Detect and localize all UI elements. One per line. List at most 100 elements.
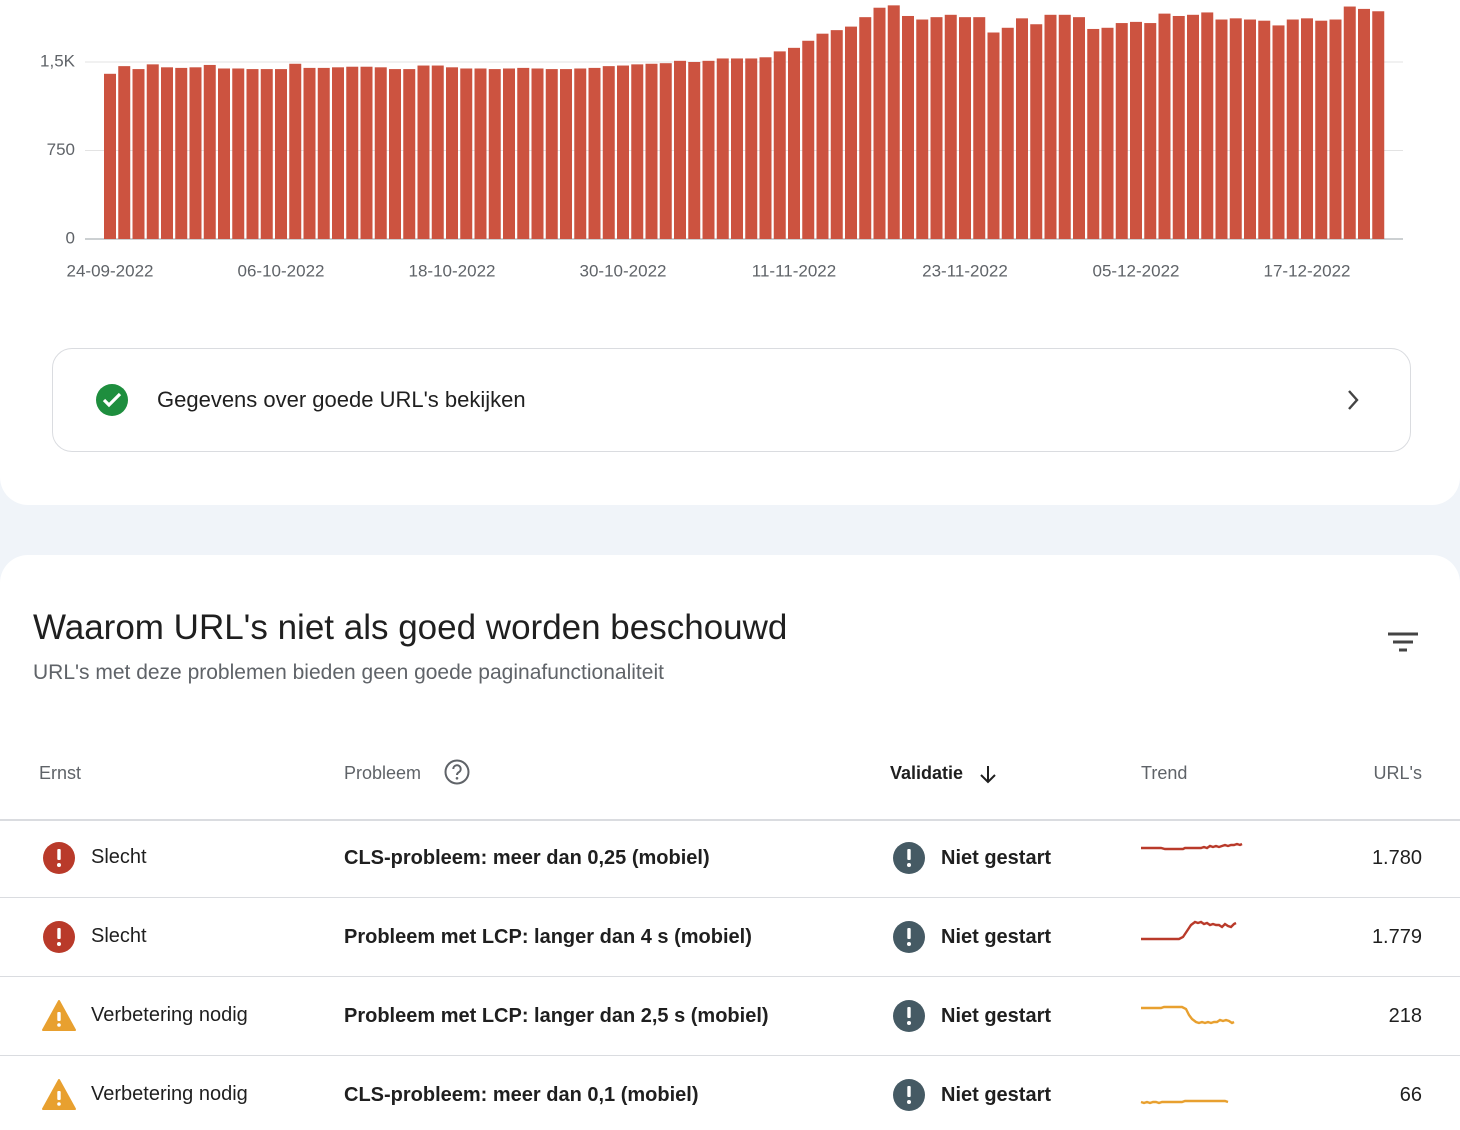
bar	[431, 65, 444, 239]
bar	[1301, 18, 1313, 240]
issue[interactable]: CLS-probleem: meer dan 0,1 (mobiel)	[344, 1084, 699, 1106]
chart: 0 750 1,5K 24-09-2022 06-10-2022 18-10-2022 30…	[40, 5, 1403, 280]
bar	[218, 68, 230, 240]
issue[interactable]: Probleem met LCP: langer dan 4 s (mobiel…	[344, 926, 752, 948]
bar	[161, 67, 173, 239]
column-header: URL's	[1373, 763, 1422, 783]
bar	[1044, 14, 1057, 239]
bar	[1329, 19, 1342, 239]
chevron	[1348, 390, 1359, 410]
bar	[360, 66, 373, 239]
bar	[1001, 27, 1014, 240]
x-tick-label: 17-12-2022	[1264, 261, 1351, 280]
bar	[987, 32, 1000, 239]
bar	[816, 33, 829, 240]
validation-icon	[893, 1079, 925, 1111]
bar	[246, 69, 259, 239]
url-count: 66	[1399, 1084, 1422, 1106]
severity: Slecht	[91, 925, 147, 947]
bar	[417, 65, 430, 239]
bar	[1115, 23, 1128, 240]
bar	[503, 68, 515, 240]
bar	[303, 67, 316, 240]
x-tick-label: 23-11-2022	[922, 261, 1008, 280]
bar	[1215, 19, 1228, 239]
bar	[560, 69, 572, 239]
x-tick-label: 18-10-2022	[409, 261, 496, 280]
bar	[189, 67, 202, 239]
bar	[1201, 12, 1214, 239]
bar	[488, 69, 501, 239]
link-text: Gegevens over goede URL's bekijken	[157, 387, 526, 412]
bar	[688, 62, 701, 239]
bar	[887, 5, 900, 239]
bar	[1158, 13, 1171, 240]
x-tick-label: 06-10-2022	[238, 261, 325, 280]
url-count: 1.779	[1371, 926, 1422, 948]
issue[interactable]: Probleem met LCP: langer dan 2,5 s (mobi…	[344, 1005, 769, 1027]
bar	[830, 30, 843, 239]
x-tick-label: 11-11-2022	[752, 261, 836, 280]
bar	[973, 17, 986, 239]
bar	[346, 66, 359, 239]
bar	[617, 65, 629, 239]
bar	[930, 17, 943, 239]
bar	[902, 15, 914, 240]
bar	[588, 67, 601, 240]
y-tick-label: 1,5K	[40, 51, 76, 70]
bar	[702, 60, 715, 239]
bar	[574, 68, 587, 240]
bar	[659, 63, 672, 240]
bar	[118, 66, 131, 239]
column-header[interactable]: Validatie	[890, 763, 964, 783]
good-urls-link[interactable]: Gegevens over goede URL's bekijken	[52, 348, 1411, 452]
bar	[1258, 20, 1271, 240]
bar	[1130, 21, 1142, 239]
filter-icon[interactable]	[1386, 630, 1420, 656]
bar	[1343, 6, 1356, 240]
column-header: Probleem	[344, 763, 422, 783]
bar	[275, 69, 287, 239]
bar	[759, 57, 772, 239]
bar	[132, 69, 145, 239]
bar	[403, 69, 416, 239]
severity-icon	[42, 1000, 76, 1031]
bar	[1229, 18, 1242, 240]
bar	[289, 63, 302, 239]
bar	[1073, 17, 1085, 239]
bar	[745, 58, 758, 240]
check-icon	[96, 384, 128, 416]
chart-card: 0 750 1,5K 24-09-2022 06-10-2022 18-10-2022 30…	[0, 0, 1460, 505]
bar	[716, 58, 729, 240]
bar	[1315, 20, 1328, 240]
row-divider	[0, 897, 1460, 898]
bar	[1058, 14, 1071, 239]
bar	[460, 68, 473, 240]
section-title: Waarom URL's niet als goed worden bescho…	[33, 608, 788, 647]
validation: Niet gestart	[941, 926, 1052, 948]
section-subtitle: URL's met deze problemen bieden geen goe…	[33, 661, 664, 684]
bar	[203, 64, 216, 239]
bar	[1016, 18, 1028, 240]
bar	[446, 67, 458, 239]
bar	[317, 67, 330, 240]
bar	[1244, 19, 1256, 239]
x-tick-label: 24-09-2022	[67, 261, 154, 280]
bar	[959, 17, 971, 239]
severity: Verbetering nodig	[91, 1083, 248, 1105]
severity-icon	[43, 842, 75, 874]
url-count: 1.780	[1371, 847, 1422, 869]
issue[interactable]: CLS-probleem: meer dan 0,25 (mobiel)	[344, 847, 710, 869]
bar	[332, 67, 344, 239]
validation-icon	[893, 1000, 925, 1032]
bar	[1272, 25, 1285, 240]
bar	[232, 68, 245, 240]
validation-icon	[893, 921, 925, 953]
bar	[1187, 14, 1199, 239]
bar	[944, 14, 957, 239]
bar	[545, 69, 558, 239]
bar	[674, 60, 686, 239]
validation: Niet gestart	[941, 847, 1052, 869]
bar	[602, 66, 615, 239]
help-icon[interactable]	[443, 758, 471, 786]
